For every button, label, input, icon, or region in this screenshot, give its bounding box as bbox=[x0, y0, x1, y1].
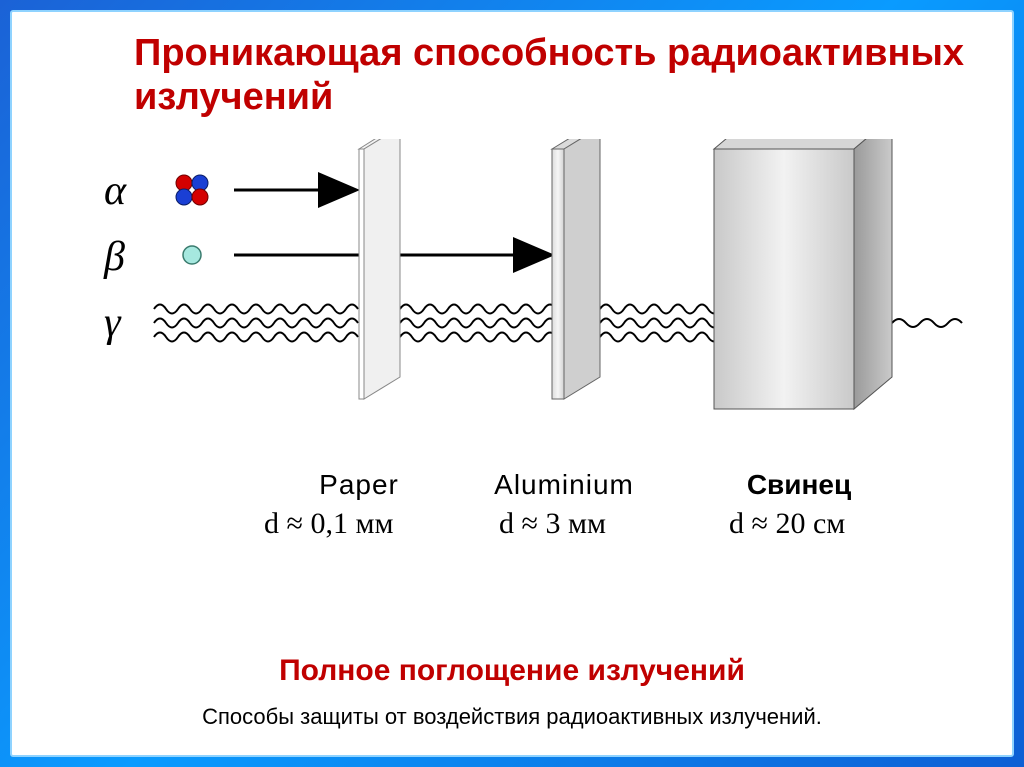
barrier-aluminium bbox=[552, 139, 600, 399]
thickness-lead: d ≈ 20 см bbox=[729, 507, 845, 541]
diagram-svg bbox=[54, 139, 974, 469]
caption-absorption: Полное поглощение излучений bbox=[14, 654, 1010, 688]
alpha-particle bbox=[176, 175, 208, 205]
label-aluminium: Aluminium bbox=[469, 469, 659, 501]
barrier-paper bbox=[359, 139, 400, 399]
page-title: Проникающая способность радиоактивных из… bbox=[134, 32, 1010, 119]
caption-protection: Способы защиты от воздействия радиоактив… bbox=[14, 704, 1010, 730]
beta-particle bbox=[183, 246, 201, 264]
thickness-paper: d ≈ 0,1 мм bbox=[264, 507, 393, 541]
barrier-lead bbox=[714, 139, 892, 409]
thickness-aluminium: d ≈ 3 мм bbox=[499, 507, 606, 541]
label-lead: Свинец bbox=[709, 469, 889, 501]
slide-content: Проникающая способность радиоактивных из… bbox=[14, 14, 1010, 753]
radiation-diagram: α β γ bbox=[54, 139, 974, 579]
label-paper: Paper bbox=[284, 469, 434, 501]
slide-frame: Проникающая способность радиоактивных из… bbox=[0, 0, 1024, 767]
